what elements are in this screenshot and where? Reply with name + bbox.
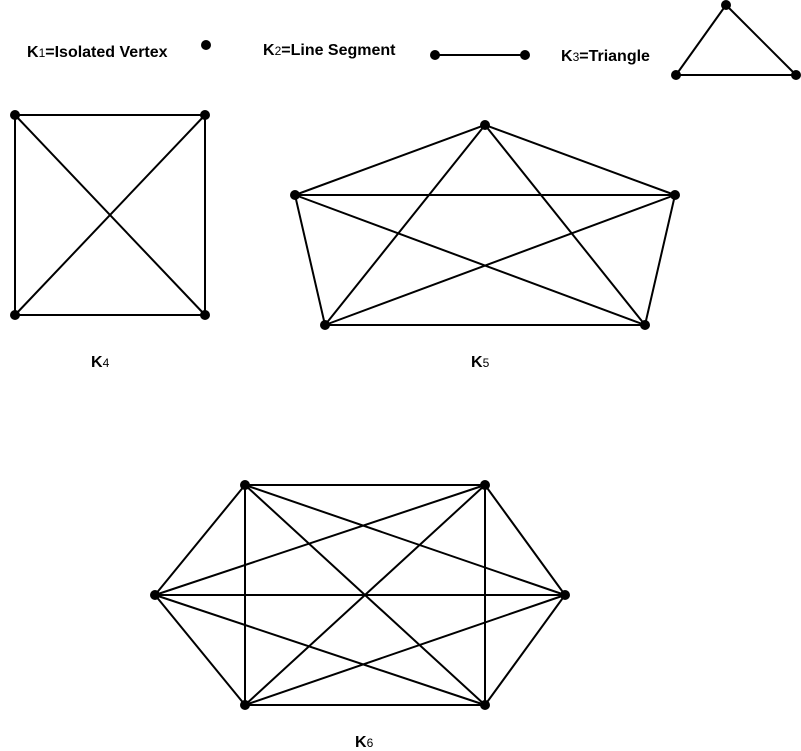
label-k2-subscript: 2 xyxy=(275,44,282,58)
label-k3-subscript: 3 xyxy=(573,50,580,64)
k5-edge-1-2 xyxy=(484,124,676,196)
label-k5: K5 xyxy=(471,354,490,371)
k5-edge-2-4 xyxy=(324,194,676,326)
k6-vertex-3 xyxy=(560,590,570,600)
graph-k1 xyxy=(201,40,211,50)
k6-edge-1-6 xyxy=(154,484,246,596)
k6-edge-2-6 xyxy=(154,484,486,596)
label-k1-text: =Isolated Vertex xyxy=(45,44,167,61)
k5-edge-1-4 xyxy=(324,124,486,326)
k4-edge-2-4 xyxy=(14,114,206,316)
graph-k5 xyxy=(290,120,680,330)
label-k3-text: =Triangle xyxy=(579,48,650,65)
label-k1-subscript: 1 xyxy=(39,46,46,60)
k3-edge-1-2 xyxy=(675,4,727,76)
graph-k2 xyxy=(430,50,530,60)
label-k6: K6 xyxy=(355,734,374,751)
k5-vertex-1 xyxy=(480,120,490,130)
graph-k3 xyxy=(671,0,801,80)
k5-vertex-2 xyxy=(670,190,680,200)
k2-vertex-1 xyxy=(430,50,440,60)
k6-vertex-2 xyxy=(480,480,490,490)
k4-vertex-4 xyxy=(10,310,20,320)
label-k6-subscript: 6 xyxy=(367,736,374,750)
k6-vertex-5 xyxy=(240,700,250,710)
k3-edge-1-3 xyxy=(725,4,797,76)
k6-vertex-1 xyxy=(240,480,250,490)
k5-edge-1-5 xyxy=(294,124,486,196)
k6-edge-4-6 xyxy=(154,594,486,706)
k1-vertex-1 xyxy=(201,40,211,50)
label-k4-letter: K xyxy=(91,354,103,371)
k6-edge-3-5 xyxy=(244,594,566,706)
label-k3: K3=Triangle xyxy=(561,48,650,65)
k5-edge-1-3 xyxy=(484,124,646,326)
k4-vertex-2 xyxy=(200,110,210,120)
k5-edge-4-5 xyxy=(294,194,326,326)
k6-edge-5-6 xyxy=(154,594,246,706)
k6-edge-3-4 xyxy=(484,594,566,706)
label-k2-text: =Line Segment xyxy=(281,42,396,59)
k4-vertex-1 xyxy=(10,110,20,120)
graph-k4 xyxy=(10,110,210,320)
label-k2: K2=Line Segment xyxy=(263,42,396,59)
graph-k6 xyxy=(150,480,570,710)
k5-edge-3-5 xyxy=(294,194,646,326)
k6-edge-1-3 xyxy=(244,484,566,596)
label-k1: K1=Isolated Vertex xyxy=(27,44,168,61)
label-k4: K4 xyxy=(91,354,110,371)
label-k4-subscript: 4 xyxy=(103,356,110,370)
label-k6-letter: K xyxy=(355,734,367,751)
k6-edge-2-3 xyxy=(484,484,566,596)
label-k2-letter: K xyxy=(263,42,275,59)
k6-vertex-6 xyxy=(150,590,160,600)
k5-vertex-5 xyxy=(290,190,300,200)
k2-vertex-2 xyxy=(520,50,530,60)
label-k5-subscript: 5 xyxy=(483,356,490,370)
k4-vertex-3 xyxy=(200,310,210,320)
label-k5-letter: K xyxy=(471,354,483,371)
k3-vertex-1 xyxy=(721,0,731,10)
k3-vertex-3 xyxy=(791,70,801,80)
label-k1-letter: K xyxy=(27,44,39,61)
k5-edge-2-3 xyxy=(644,194,676,326)
k6-vertex-4 xyxy=(480,700,490,710)
k5-vertex-3 xyxy=(640,320,650,330)
label-k3-letter: K xyxy=(561,48,573,65)
k3-vertex-2 xyxy=(671,70,681,80)
k5-vertex-4 xyxy=(320,320,330,330)
